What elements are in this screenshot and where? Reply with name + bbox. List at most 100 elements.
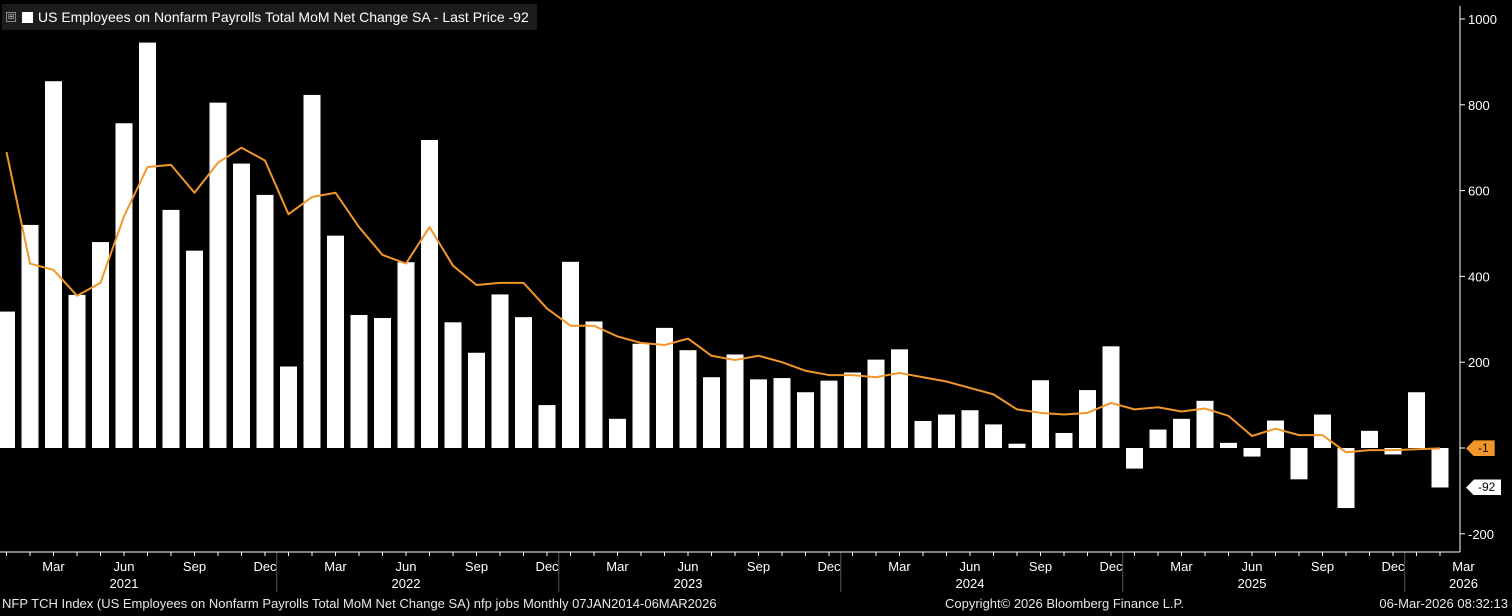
y-tick-label: 200 (1468, 355, 1490, 370)
x-tick-label: Dec (535, 559, 559, 574)
year-label: 2025 (1238, 576, 1267, 591)
bar (1126, 448, 1143, 469)
x-tick-label: Jun (114, 559, 135, 574)
bar (0, 311, 15, 448)
x-tick-label: Sep (1311, 559, 1334, 574)
x-tick-label: Sep (747, 559, 770, 574)
bar (750, 379, 767, 448)
bar (421, 139, 438, 448)
bar (820, 380, 838, 448)
bar (256, 194, 274, 448)
footer-timestamp: 06-Mar-2026 08:32:13 (1379, 596, 1508, 611)
x-tick-label: Mar (888, 559, 911, 574)
bar (1032, 380, 1049, 448)
x-tick-label: Dec (1381, 559, 1405, 574)
bar (1008, 443, 1026, 448)
bar (679, 350, 697, 448)
bar (115, 123, 133, 448)
bar (632, 343, 650, 448)
bar (562, 261, 579, 448)
bar (280, 366, 297, 448)
bar (68, 294, 86, 448)
bar (45, 81, 62, 448)
bar (585, 321, 603, 448)
year-label: 2022 (392, 576, 421, 591)
bar (938, 414, 955, 448)
x-tick-label: Jun (678, 559, 699, 574)
bar (92, 242, 109, 448)
footer-copyright: Copyright© 2026 Bloomberg Finance L.P. (945, 596, 1185, 611)
bar (726, 354, 744, 448)
x-tick-label: Dec (817, 559, 841, 574)
moving-average-line (5, 146, 1441, 454)
bar (1149, 429, 1167, 448)
bar (162, 209, 180, 448)
x-tick-label: Mar (606, 559, 629, 574)
x-tick-label: Mar (1452, 559, 1475, 574)
bar (656, 327, 673, 448)
bar (609, 418, 626, 448)
bar (21, 224, 39, 448)
bar (891, 349, 908, 448)
year-label: 2021 (110, 576, 139, 591)
series-swatch-icon (22, 11, 33, 23)
bar (1220, 442, 1237, 448)
bar (1055, 432, 1073, 448)
bar (1337, 448, 1355, 509)
bar (797, 392, 814, 448)
bar (1290, 448, 1308, 480)
bar (773, 378, 791, 448)
bar (1243, 448, 1261, 457)
bar (327, 235, 344, 448)
bar (468, 352, 485, 448)
x-tick-label: Jun (396, 559, 417, 574)
moving-average-tag: -1 (1466, 440, 1495, 457)
legend-label: US Employees on Nonfarm Payrolls Total M… (38, 9, 529, 25)
bar (397, 262, 415, 448)
bar (1102, 346, 1120, 448)
bar (139, 42, 156, 448)
x-tick-label: Dec (253, 559, 277, 574)
bar (515, 317, 532, 448)
year-label: 2026 (1449, 576, 1478, 591)
bar (961, 410, 979, 448)
bar (914, 420, 932, 448)
bar (844, 372, 861, 448)
x-tick-label: Mar (324, 559, 347, 574)
bar (1431, 448, 1449, 488)
bar (985, 424, 1002, 448)
year-label: 2024 (956, 576, 985, 591)
y-tick-label: 400 (1468, 269, 1490, 284)
x-tick-label: Sep (183, 559, 206, 574)
bar (1267, 420, 1284, 448)
y-tick-label: -200 (1468, 527, 1494, 542)
footer-index-description: NFP TCH Index (US Employees on Nonfarm P… (2, 596, 717, 611)
x-tick-label: Sep (1029, 559, 1052, 574)
bar (374, 318, 391, 448)
x-tick-label: Jun (960, 559, 981, 574)
bar (703, 377, 720, 448)
expand-icon[interactable]: ⊞ (6, 12, 16, 22)
y-tick-label: 800 (1468, 98, 1490, 113)
bar (303, 94, 321, 449)
bar (867, 359, 885, 448)
x-tick-label: Sep (465, 559, 488, 574)
bar (1408, 392, 1425, 448)
bar (209, 102, 227, 448)
bar (1173, 418, 1190, 448)
bar (1361, 430, 1378, 448)
bar (1079, 390, 1096, 448)
bar (538, 405, 556, 448)
bar (1314, 414, 1331, 448)
bar (491, 294, 509, 448)
y-tick-label: 1000 (1468, 12, 1497, 27)
bar (350, 315, 368, 448)
x-tick-label: Dec (1099, 559, 1123, 574)
x-tick-label: Jun (1242, 559, 1263, 574)
last-price-tag: -92 (1466, 479, 1502, 496)
bar (1196, 400, 1214, 448)
x-tick-label: Mar (1170, 559, 1193, 574)
year-label: 2023 (674, 576, 703, 591)
chart-legend: ⊞ US Employees on Nonfarm Payrolls Total… (2, 4, 537, 30)
